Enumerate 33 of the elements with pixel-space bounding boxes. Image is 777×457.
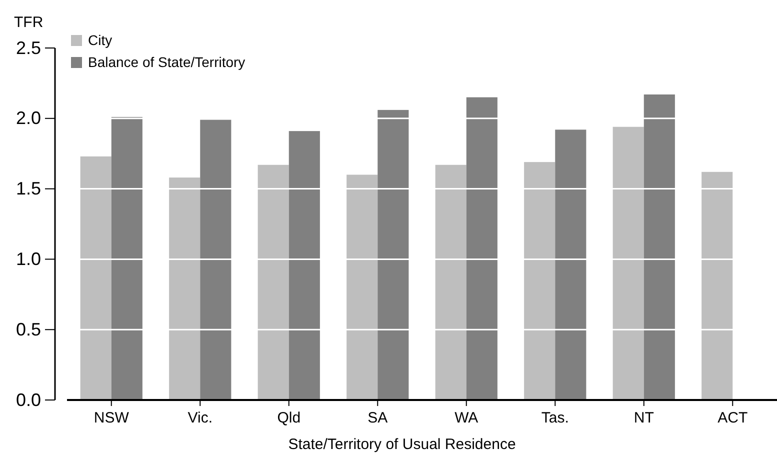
bar [644,94,675,400]
y-tick-label: 2.5 [16,38,41,58]
y-tick-label: 0.5 [16,319,41,340]
bar [288,131,320,400]
bar [378,110,409,400]
x-tick-label: NT [634,410,654,426]
x-tick-label: WA [454,410,478,426]
x-axis-title: State/Territory of Usual Residence [288,436,516,453]
bar [258,164,289,400]
y-tick-label: 0.0 [16,390,41,410]
y-axis-title: TFR [14,14,44,31]
legend-label: Balance of State/Territory [88,54,246,70]
y-tick-label: 1.5 [16,178,41,199]
bar [702,172,733,400]
bar [111,116,142,400]
bar [80,156,112,400]
x-tick-label: Tas. [541,410,569,426]
bar [346,174,378,400]
bar [555,130,586,400]
x-tick-label: SA [368,410,388,426]
x-tick-label: ACT [718,410,748,426]
y-tick-label: 1.0 [16,248,41,269]
y-tick-label: 2.0 [16,108,41,128]
bar [524,162,556,400]
bar [169,178,200,400]
x-tick-label: Qld [277,410,301,426]
x-tick-label: Vic. [188,410,212,426]
bar [466,97,498,400]
bar [200,120,232,400]
legend-label: City [88,32,112,48]
bar [435,164,466,400]
x-tick-label: NSW [94,410,130,426]
bar [612,126,644,400]
